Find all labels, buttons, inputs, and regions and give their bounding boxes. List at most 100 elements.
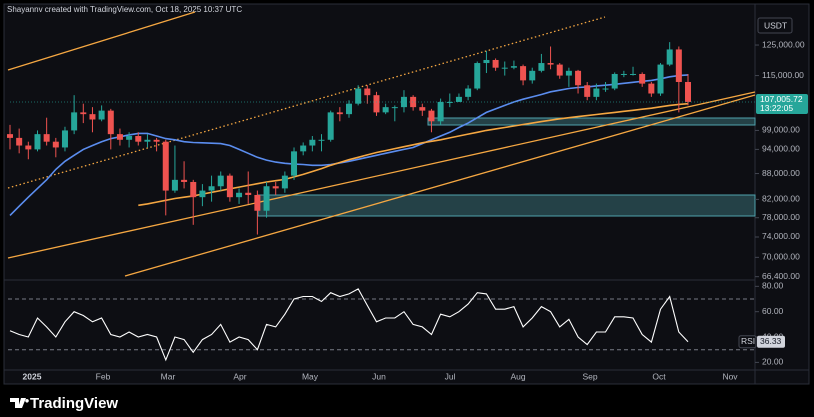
y-tick-label: 115,000.00	[762, 70, 804, 80]
brand: TradingView	[30, 395, 118, 412]
candle-body	[382, 107, 389, 113]
rsi-value-label: 36.33	[760, 336, 782, 346]
candle-body	[355, 88, 362, 104]
candle-body	[327, 112, 334, 140]
candle-body	[52, 141, 59, 148]
candle-body	[510, 66, 517, 68]
candle-body	[181, 179, 188, 182]
y-tick-label: 94,000.00	[762, 144, 800, 154]
candle-body	[71, 112, 78, 131]
candle-body	[208, 186, 215, 191]
candle-body	[226, 175, 233, 198]
candle-body	[171, 179, 178, 191]
candle-body	[190, 181, 197, 198]
x-tick-label: May	[302, 371, 319, 381]
candle-body	[254, 194, 261, 211]
candle-body	[245, 192, 252, 195]
candle-body	[25, 145, 32, 150]
candle-body	[529, 70, 536, 81]
candle-body	[428, 110, 435, 122]
candle-body	[666, 49, 673, 65]
attribution: Shayannv created with TradingView.com, O…	[7, 5, 242, 14]
y-tick-label: 66,400.00	[762, 271, 800, 281]
candle-body	[16, 137, 23, 146]
candle-body	[281, 175, 288, 189]
candle-body	[483, 59, 490, 64]
x-tick-label: Aug	[510, 371, 525, 381]
candle-body	[61, 130, 68, 148]
x-tick-label: Nov	[722, 371, 738, 381]
candle-body	[291, 151, 298, 176]
candle-body	[236, 192, 243, 198]
y-tick-label: 74,000.00	[762, 231, 800, 241]
candle-body	[547, 63, 554, 65]
last-price-label: 107,005.72	[760, 94, 803, 104]
candle-body	[657, 64, 664, 94]
candle-body	[410, 96, 417, 108]
last-price-box	[756, 93, 808, 114]
candle-body	[492, 59, 499, 68]
candle-body	[336, 112, 343, 115]
countdown: 13:22:05	[760, 103, 793, 113]
candle-body	[419, 107, 426, 111]
brand-logo	[10, 398, 29, 408]
candle-body	[309, 139, 316, 146]
candle-body	[80, 112, 87, 115]
candle-body	[556, 64, 563, 76]
candle-body	[107, 110, 114, 135]
y-tick-label: 125,000.00	[762, 39, 805, 49]
y-tick-label: 60.00	[762, 306, 784, 316]
candle-body	[620, 73, 627, 75]
candle-body	[364, 88, 371, 96]
candle-body	[391, 107, 398, 109]
candle-body	[7, 134, 13, 138]
rsi-value-box	[757, 335, 785, 348]
candle-body	[98, 110, 105, 120]
chart-frame	[3, 3, 810, 385]
y-tick-label: 99,000.00	[762, 125, 800, 135]
candle-body	[116, 134, 123, 140]
drawings	[7, 11, 756, 277]
moving-average	[9, 74, 689, 216]
candle-body	[346, 103, 352, 115]
x-tick-label: Jul	[445, 371, 456, 381]
x-tick-label: Jun	[372, 371, 386, 381]
candle-body	[474, 63, 481, 89]
x-tick-label: Mar	[161, 371, 176, 381]
x-tick-label: 2025	[23, 371, 42, 381]
rsi-line	[9, 288, 689, 362]
candle-body	[602, 88, 609, 90]
channel-line	[7, 11, 196, 71]
x-tick-label: Feb	[96, 371, 111, 381]
candle-body	[126, 136, 133, 140]
candle-body	[575, 70, 582, 86]
candle-body	[43, 134, 50, 142]
currency-box	[757, 17, 793, 34]
x-tick-label: Oct	[652, 371, 666, 381]
candle-body	[199, 190, 206, 198]
candle-body	[501, 67, 508, 69]
y-tick-label: 70,000.00	[762, 252, 800, 262]
y-tick-label: 88,000.00	[762, 168, 800, 178]
candle-body	[34, 134, 41, 150]
candle-body	[263, 186, 270, 211]
y-tick-label: 78,000.00	[762, 212, 800, 222]
candle-body	[135, 136, 142, 142]
candle-body	[437, 101, 444, 122]
candle-body	[455, 96, 462, 102]
candle-body	[565, 70, 572, 76]
support-zone	[427, 117, 756, 126]
candle-body	[520, 66, 527, 81]
candle-body	[318, 139, 325, 141]
candle-body	[648, 83, 655, 94]
candle-body	[144, 139, 151, 142]
candle-body	[611, 73, 618, 89]
footer: TradingView	[10, 395, 118, 412]
candle-body	[465, 88, 472, 97]
y-tick-label: 80.00	[762, 281, 784, 291]
candle-body	[272, 186, 279, 189]
candle-body	[162, 141, 169, 191]
candle-body	[89, 114, 96, 120]
